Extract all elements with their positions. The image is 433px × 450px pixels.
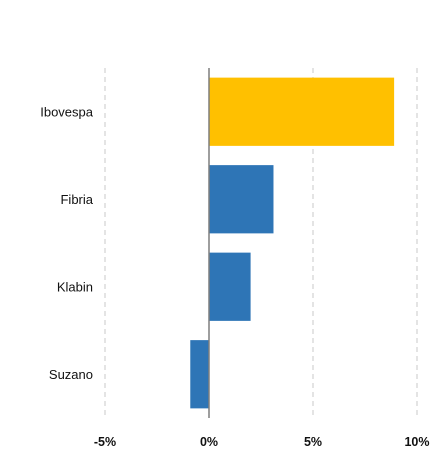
x-tick-labels: -5% 0% 5% 10% bbox=[94, 435, 430, 449]
category-label-suzano: Suzano bbox=[49, 367, 93, 382]
category-label-klabin: Klabin bbox=[57, 279, 93, 294]
x-tick-label-0: -5% bbox=[94, 435, 116, 449]
bar-fibria bbox=[209, 165, 274, 234]
bar-suzano bbox=[190, 340, 209, 409]
x-tick-label-2: 5% bbox=[304, 435, 322, 449]
x-tick-label-1: 0% bbox=[200, 435, 218, 449]
category-label-fibria: Fibria bbox=[60, 192, 93, 207]
x-tick-label-3: 10% bbox=[404, 435, 429, 449]
bar-klabin bbox=[209, 252, 251, 321]
bars bbox=[190, 77, 395, 409]
category-labels: Ibovespa Fibria Klabin Suzano bbox=[40, 104, 94, 382]
category-label-ibovespa: Ibovespa bbox=[40, 104, 94, 119]
bar-ibovespa bbox=[209, 77, 395, 146]
